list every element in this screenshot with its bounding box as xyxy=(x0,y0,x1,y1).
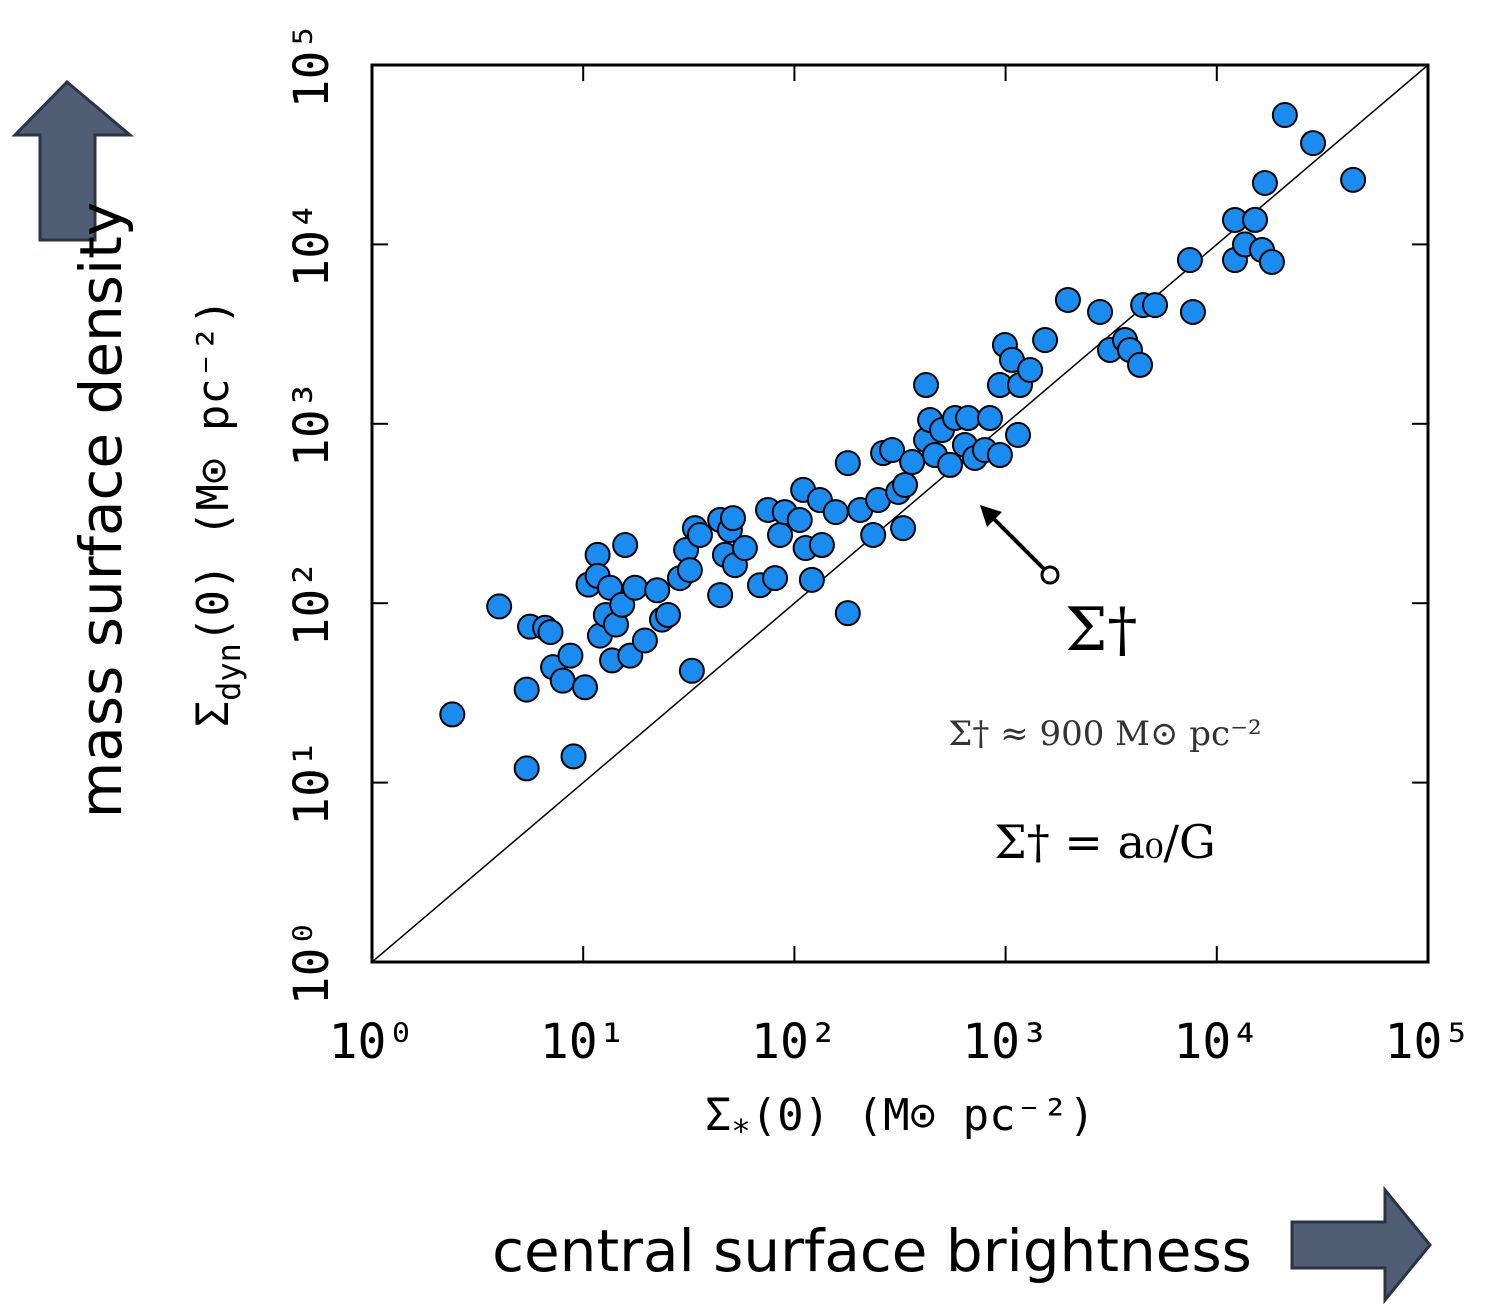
data-point xyxy=(798,566,825,593)
y-tick-label: 10² xyxy=(284,560,340,647)
x-tick-label: 10⁴ xyxy=(1173,1014,1260,1070)
annotation-approx: Σ† ≈ 900 M⊙ pc⁻² xyxy=(948,714,1261,754)
data-point xyxy=(767,521,794,548)
data-point xyxy=(1032,327,1059,354)
data-point xyxy=(1054,286,1081,313)
data-point xyxy=(762,565,789,592)
data-point xyxy=(1258,248,1285,275)
data-point xyxy=(1005,421,1032,448)
data-point xyxy=(1251,169,1278,196)
data-point xyxy=(879,437,906,464)
x-label-rest: (0) (M⊙ pc⁻²) xyxy=(751,1090,1095,1141)
outer-x-label: central surface brightness xyxy=(492,1217,1252,1285)
data-point xyxy=(439,701,466,728)
data-point xyxy=(1271,102,1298,129)
data-point xyxy=(654,601,681,628)
y-label-sub: dyn xyxy=(210,643,248,701)
data-point xyxy=(986,442,1013,469)
annotation-arrow xyxy=(988,513,1052,577)
x-tick-label: 10¹ xyxy=(540,1014,627,1070)
data-point xyxy=(786,506,813,533)
one-to-one-line xyxy=(371,64,1429,963)
data-point xyxy=(1017,356,1044,383)
annotation-arrowhead xyxy=(980,505,1002,527)
y-label-symbol: Σ xyxy=(188,701,239,728)
y-tick-label: 10¹ xyxy=(284,739,340,826)
data-point xyxy=(537,619,564,646)
data-point xyxy=(899,449,926,476)
data-point xyxy=(612,532,639,559)
up-arrow xyxy=(11,79,135,242)
data-point xyxy=(892,471,919,498)
y-tick-label: 10⁵ xyxy=(284,22,340,109)
data-point xyxy=(1340,166,1367,193)
annotation-relation: Σ† = a₀/G xyxy=(994,815,1215,869)
data-point xyxy=(808,532,835,559)
data-point xyxy=(560,743,587,770)
data-point xyxy=(609,591,636,618)
data-point xyxy=(572,674,599,701)
data-point xyxy=(719,505,746,532)
data-point xyxy=(676,557,703,584)
data-point xyxy=(822,499,849,526)
x-tick-label: 10³ xyxy=(962,1014,1049,1070)
y-axis-label: Σdyn(0) (M⊙ pc⁻²) xyxy=(188,299,248,728)
data-point xyxy=(1300,130,1327,157)
data-point xyxy=(486,593,513,620)
data-point xyxy=(513,676,540,703)
data-point xyxy=(622,574,649,601)
data-point xyxy=(513,755,540,782)
x-tick-label: 10⁰ xyxy=(329,1014,416,1070)
y-tick-label: 10⁴ xyxy=(284,201,340,288)
annotation-circle xyxy=(1040,565,1060,585)
data-point xyxy=(834,600,861,627)
data-point xyxy=(913,372,940,399)
data-point xyxy=(678,657,705,684)
y-tick-label: 10³ xyxy=(284,380,340,467)
data-point xyxy=(1127,351,1154,378)
data-point xyxy=(860,521,887,548)
y-label-rest: (0) (M⊙ pc⁻²) xyxy=(188,299,239,643)
x-label-symbol: Σ xyxy=(705,1090,732,1141)
x-tick-label: 10⁵ xyxy=(1385,1014,1472,1070)
y-tick-label: 10⁰ xyxy=(284,919,340,1006)
x-label-sub: * xyxy=(731,1112,750,1150)
plot-frame xyxy=(370,63,1430,964)
data-point xyxy=(631,627,658,654)
data-point xyxy=(955,405,982,432)
data-point xyxy=(549,667,576,694)
data-point xyxy=(834,450,861,477)
outer-y-label: mass surface density xyxy=(67,202,135,818)
data-point xyxy=(1087,298,1114,325)
data-point xyxy=(686,521,713,548)
data-point xyxy=(644,577,671,604)
data-point xyxy=(1142,292,1169,319)
data-point xyxy=(1179,298,1206,325)
data-point xyxy=(937,451,964,478)
data-point xyxy=(1176,247,1203,274)
data-point xyxy=(976,405,1003,432)
data-point xyxy=(557,642,584,669)
data-point xyxy=(1242,206,1269,233)
right-arrow xyxy=(1290,1185,1432,1305)
annotation-label: Σ† xyxy=(1065,595,1137,665)
data-point xyxy=(890,515,917,542)
x-axis-label: Σ*(0) (M⊙ pc⁻²) xyxy=(705,1090,1095,1150)
data-point xyxy=(731,535,758,562)
data-point xyxy=(707,582,734,609)
x-tick-label: 10² xyxy=(751,1014,838,1070)
